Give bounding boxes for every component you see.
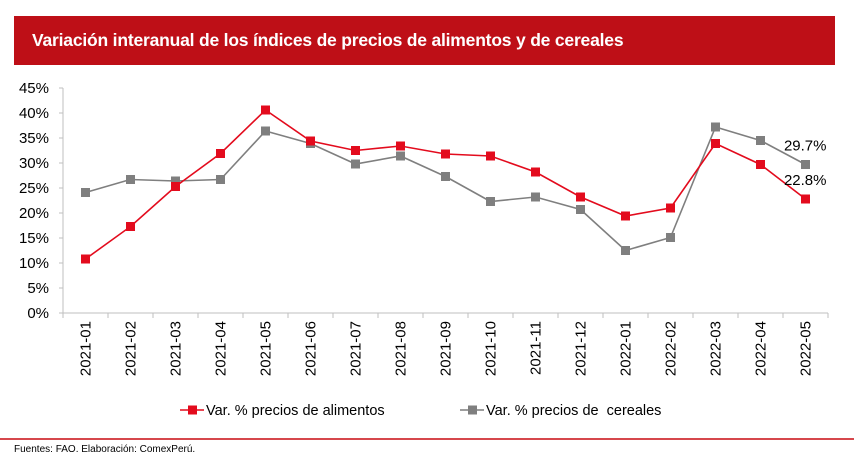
data-point-marker [576,192,585,202]
data-point-marker [486,197,495,206]
legend-item-alimentos: Var. % precios de alimentos [180,403,385,419]
legend-label: Var. % precios de alimentos [206,403,385,419]
data-label: 22.8% [784,172,827,189]
data-point-marker [396,141,405,151]
x-tick-label: 2022-03 [708,321,725,376]
data-point-marker [531,167,540,177]
axes [62,88,828,314]
y-tick-label: 35% [19,130,49,147]
y-tick-label: 20% [19,205,49,222]
data-point-marker [711,139,720,148]
x-tick-label: 2021-10 [483,321,500,376]
data-point-marker [666,233,675,242]
x-tick-label: 2022-04 [753,321,770,376]
y-tick-label: 25% [19,180,49,197]
data-point-marker [216,175,225,184]
data-point-marker [621,246,630,255]
data-point-marker [576,205,585,214]
y-tick-label: 15% [19,230,49,247]
x-tick-label: 2022-05 [798,321,815,376]
data-point-marker [441,149,450,159]
footer-divider [0,438,854,440]
data-point-marker [801,160,810,169]
data-point-marker [486,151,495,161]
series-line [85,108,806,260]
data-point-marker [171,182,180,191]
x-tick-label: 2021-02 [123,321,140,376]
legend-square-icon [188,405,197,415]
data-point-marker [531,192,540,202]
annotations: 29.7% 22.8% [784,138,827,190]
x-tick-label: 2021-06 [303,321,320,376]
data-point-marker [81,188,90,197]
series-layer [81,105,810,264]
x-tick-label: 2021-05 [258,321,275,376]
chart-title: Variación interanual de los índices de p… [32,30,624,50]
data-point-marker [126,175,135,184]
y-tick-label: 30% [19,155,49,172]
series-cereales [81,122,810,255]
x-tick-label: 2021-07 [348,321,365,376]
data-point-marker [711,122,720,132]
data-point-marker [351,146,360,155]
y-tick-label: 5% [27,280,49,297]
data-label: 29.7% [784,138,827,155]
x-tick-label: 2021-04 [213,321,230,376]
x-tick-label: 2022-02 [663,321,680,376]
x-tick-label: 2021-12 [573,321,590,376]
data-point-marker [261,126,270,136]
data-point-marker [351,159,360,169]
y-tick-label: 0% [27,305,49,322]
data-point-marker [126,222,135,231]
source-note: Fuentes: FAO. Elaboración: ComexPerú. [14,444,196,455]
data-point-marker [756,136,765,145]
data-point-marker [171,176,180,186]
title-bar: Variación interanual de los índices de p… [14,16,835,65]
y-axis-ticks: 0% 5% 10% 15% 20% 25% 30% 35% 40% 45% [19,80,63,322]
x-axis-ticks: 2021-01 2021-02 2021-03 2021-04 2021-05 2021-… [62,313,829,376]
series-line [85,126,806,252]
legend-label: Var. % precios de cereales [486,403,661,419]
x-tick-label: 2021-08 [393,321,410,376]
data-point-marker [666,203,675,213]
x-tick-label: 2021-03 [168,321,185,376]
data-point-marker [261,105,270,115]
x-tick-label: 2021-01 [78,321,95,376]
data-point-marker [216,149,225,158]
y-tick-label: 10% [19,255,49,272]
legend: Var. % precios de alimentos Var. % precio… [180,403,661,419]
legend-item-cereales: Var. % precios de cereales [460,403,661,419]
series-alimentos [81,105,810,264]
y-tick-label: 45% [19,80,49,97]
data-point-marker [756,160,765,169]
x-tick-label: 2022-01 [618,321,635,376]
data-point-marker [306,136,315,146]
x-tick-label: 2021-11 [528,321,545,375]
x-tick-label: 2021-09 [438,321,455,376]
y-tick-label: 40% [19,105,49,122]
data-point-marker [81,254,90,264]
data-point-marker [441,172,450,181]
data-point-marker [801,194,810,204]
data-point-marker [621,211,630,221]
data-point-marker [396,151,405,161]
legend-square-icon [468,405,477,415]
